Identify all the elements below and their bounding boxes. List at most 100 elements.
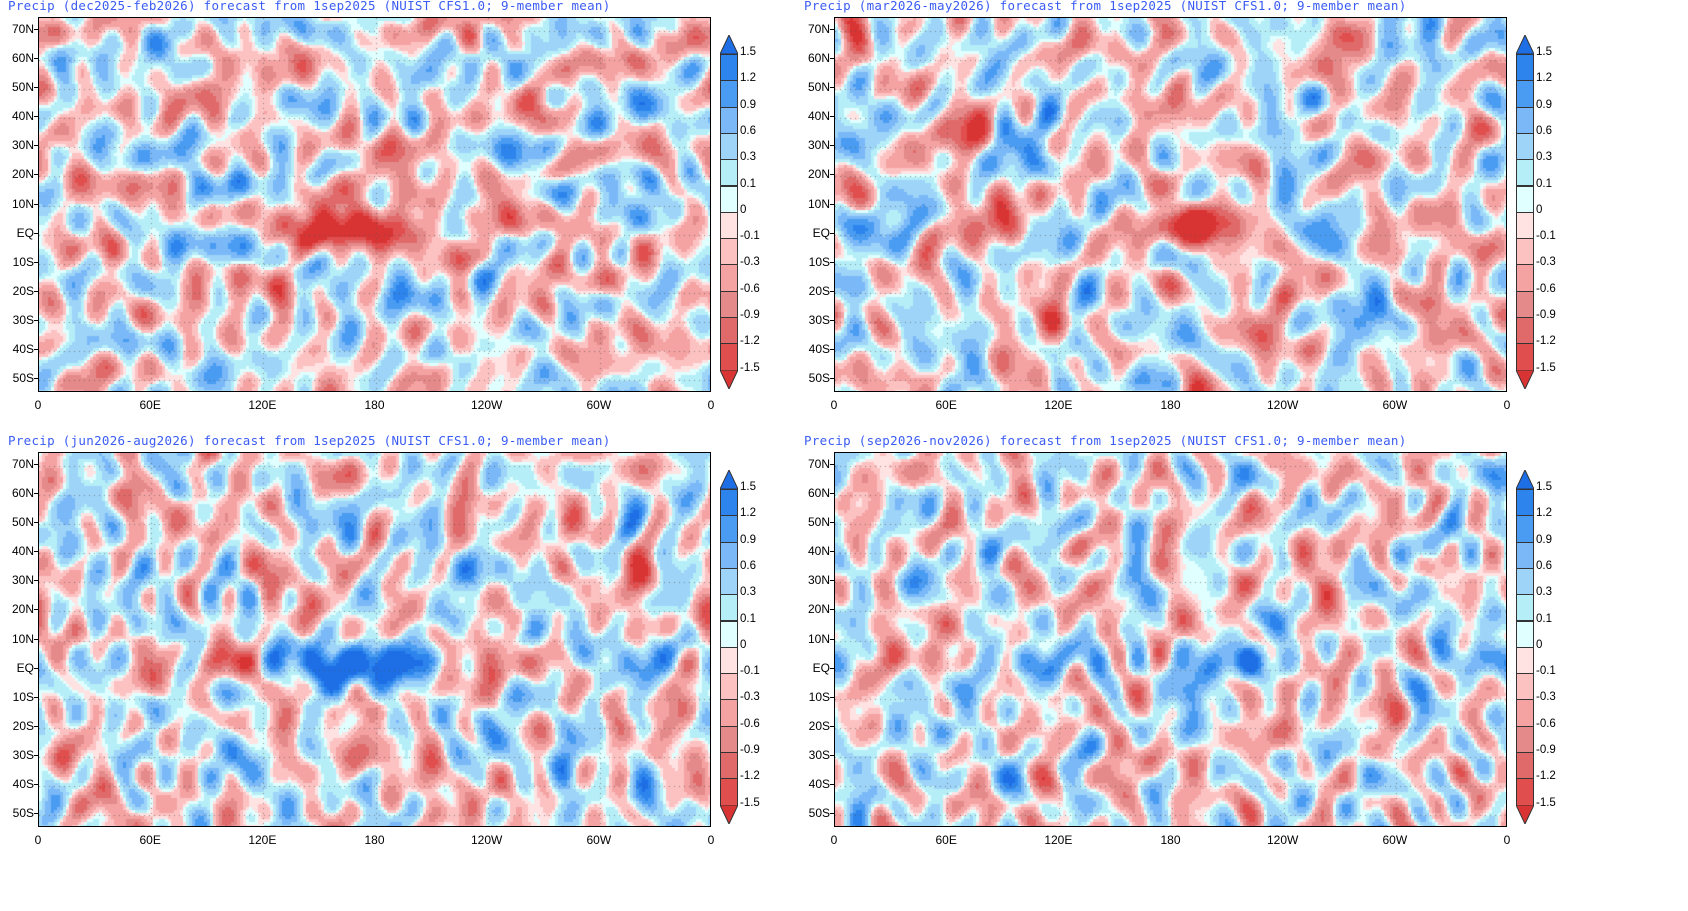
lon-tick-label: 120E xyxy=(248,833,277,847)
colorbar-swatch xyxy=(720,317,738,345)
colorbar-swatch xyxy=(720,106,738,134)
colorbar-swatch xyxy=(1516,778,1534,806)
lat-tick-label: 30S xyxy=(0,748,38,762)
lat-tick-label: 30N xyxy=(0,573,38,587)
lat-tick-label: 40S xyxy=(0,777,38,791)
colorbar-label: 0 xyxy=(1536,638,1543,651)
colorbar-swatch xyxy=(1516,515,1534,543)
colorbar-swatch xyxy=(1516,132,1534,161)
lat-tick-label: 20N xyxy=(796,167,834,181)
colorbar-label: -0.9 xyxy=(740,309,760,321)
lat-tick-label: 30S xyxy=(0,313,38,327)
lat-tick-label: 30N xyxy=(796,138,834,152)
colorbar-label: 0.3 xyxy=(740,586,756,599)
lat-tick-label: 20S xyxy=(0,719,38,733)
lon-tick-label: 0 xyxy=(707,398,715,412)
colorbar-label: 0.6 xyxy=(740,559,756,572)
colorbar-max-arrow xyxy=(1516,470,1534,489)
map-title: Precip (mar2026-may2026) forecast from 1… xyxy=(804,0,1407,13)
colorbar-label: -0.1 xyxy=(1536,230,1556,243)
colorbar-label: 1.2 xyxy=(1536,507,1552,520)
lat-tick-label: 10S xyxy=(796,690,834,704)
lat-tick-label: 40S xyxy=(796,777,834,791)
lat-tick-label: 60N xyxy=(796,51,834,65)
lat-tick-label: 20N xyxy=(796,602,834,616)
lat-tick-label: EQ xyxy=(796,226,834,240)
colorbar-swatch xyxy=(1516,541,1534,569)
colorbar-label: 0.1 xyxy=(1536,612,1552,625)
lon-tick-label: 60W xyxy=(586,833,612,847)
colorbar-label: 1.5 xyxy=(740,481,756,493)
precip-field xyxy=(835,453,1506,826)
lon-tick-label: 0 xyxy=(830,398,838,412)
lat-tick-label: 60N xyxy=(796,486,834,500)
map-panel-mam: Precip (mar2026-may2026) forecast from 1… xyxy=(796,0,1592,435)
lat-tick-label: EQ xyxy=(0,661,38,675)
colorbar-label: -0.3 xyxy=(1536,256,1556,269)
colorbar-swatch xyxy=(1516,725,1534,753)
colorbar-label: -0.1 xyxy=(740,230,760,243)
lat-tick-label: 60N xyxy=(0,51,38,65)
colorbar-swatch xyxy=(720,778,738,806)
lon-tick-label: 0 xyxy=(1503,833,1511,847)
colorbar-swatch xyxy=(720,673,738,701)
lat-tick-label: 50S xyxy=(796,806,834,820)
colorbar-swatch xyxy=(1516,80,1534,108)
colorbar-swatch xyxy=(720,620,738,648)
colorbar-swatch xyxy=(720,343,738,371)
colorbar-label: -0.9 xyxy=(740,744,760,756)
colorbar-label: 1.2 xyxy=(740,72,756,85)
colorbar-label: -0.6 xyxy=(740,717,760,730)
lat-tick-label: 70N xyxy=(796,22,834,36)
lat-tick-label: 50S xyxy=(0,371,38,385)
lon-tick-label: 60W xyxy=(1382,398,1408,412)
lon-tick-label: 0 xyxy=(707,833,715,847)
colorbar-label: -1.5 xyxy=(740,796,760,809)
lon-tick-label: 120W xyxy=(470,833,503,847)
colorbar-swatch xyxy=(720,80,738,108)
colorbar-swatch xyxy=(720,290,738,318)
lat-tick-label: 40N xyxy=(0,109,38,123)
map-panel-son: Precip (sep2026-nov2026) forecast from 1… xyxy=(796,433,1592,870)
colorbar-swatch xyxy=(720,699,738,727)
lat-tick-label: 40N xyxy=(796,109,834,123)
colorbar-label: 0.6 xyxy=(740,124,756,137)
colorbar-label: 1.5 xyxy=(740,46,756,58)
lon-tick-label: 180 xyxy=(1160,833,1181,847)
lon-tick-label: 60E xyxy=(935,833,957,847)
lon-tick-label: 120W xyxy=(470,398,503,412)
lat-tick-label: EQ xyxy=(796,661,834,675)
colorbar-label: -1.5 xyxy=(740,361,760,374)
lon-tick-label: 60E xyxy=(935,398,957,412)
colorbar-swatch xyxy=(1516,620,1534,648)
lon-tick-label: 180 xyxy=(1160,398,1181,412)
colorbar-label: -0.3 xyxy=(740,256,760,269)
lon-tick-label: 60E xyxy=(139,398,161,412)
colorbar-max-arrow xyxy=(720,470,738,489)
lat-tick-label: 30N xyxy=(0,138,38,152)
lon-tick-label: 120W xyxy=(1266,398,1299,412)
lat-tick-label: 50N xyxy=(0,80,38,94)
colorbar-swatch xyxy=(720,567,738,596)
precip-anomaly-map xyxy=(38,452,711,827)
colorbar-swatch xyxy=(1516,594,1534,622)
map-panel-jja: Precip (jun2026-aug2026) forecast from 1… xyxy=(0,433,796,870)
colorbar-label: -0.1 xyxy=(1536,665,1556,678)
colorbar-swatch xyxy=(720,54,738,82)
lon-tick-label: 0 xyxy=(1503,398,1511,412)
precip-field xyxy=(39,18,710,391)
lat-tick-label: 10S xyxy=(796,255,834,269)
colorbar-swatch xyxy=(720,515,738,543)
colorbar-min-arrow xyxy=(1516,804,1534,824)
colorbar-label: 1.2 xyxy=(740,507,756,520)
lat-tick-label: 50N xyxy=(796,80,834,94)
colorbar-label: 1.2 xyxy=(1536,72,1552,85)
colorbar-label: 0 xyxy=(740,203,747,216)
colorbar-swatch xyxy=(1516,54,1534,82)
lon-tick-label: 120W xyxy=(1266,833,1299,847)
lat-tick-label: 40N xyxy=(0,544,38,558)
colorbar-min-arrow xyxy=(1516,369,1534,389)
colorbar-label: -0.6 xyxy=(740,282,760,295)
colorbar-label: 0.6 xyxy=(1536,559,1552,572)
lat-tick-label: 10N xyxy=(0,632,38,646)
